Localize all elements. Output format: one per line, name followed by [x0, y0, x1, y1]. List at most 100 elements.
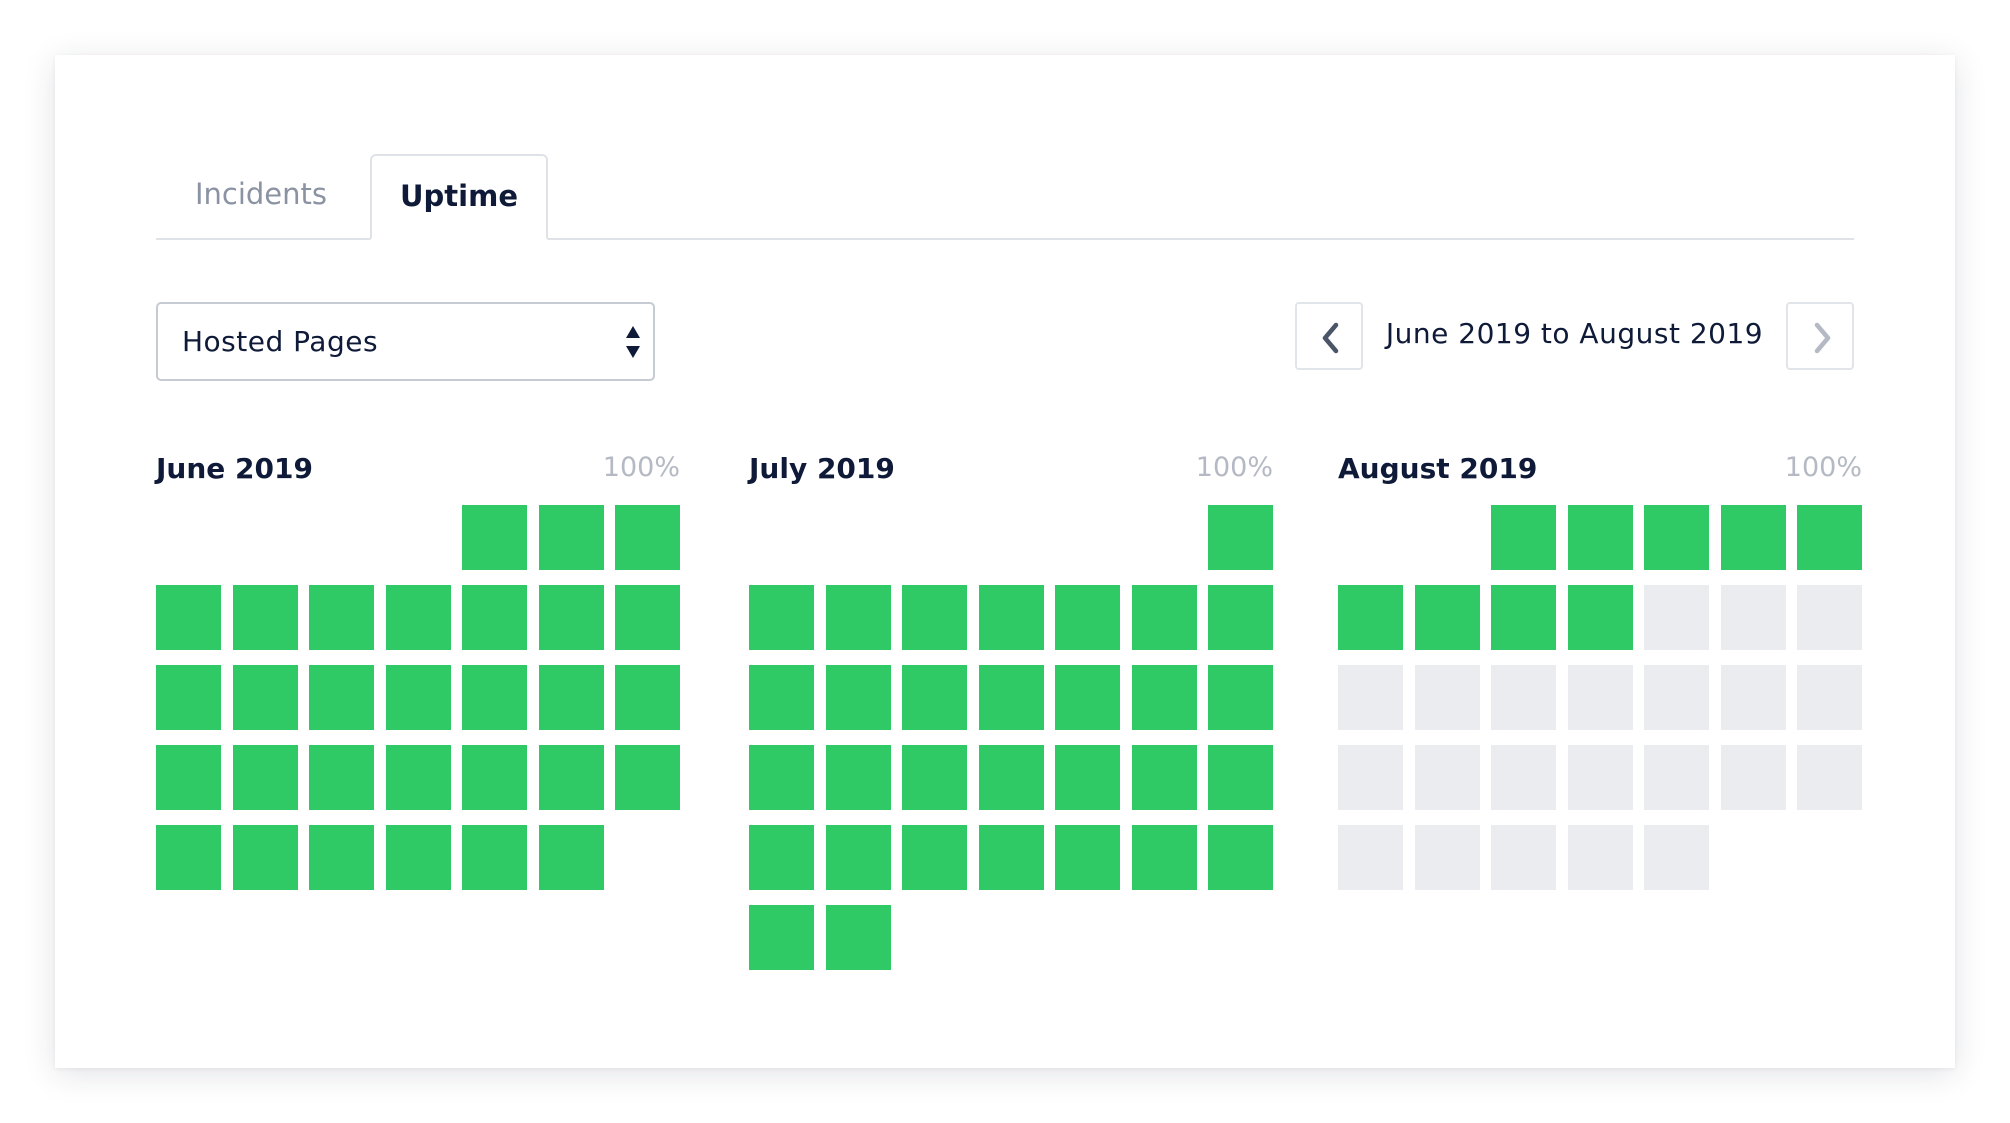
day-cell[interactable]	[462, 825, 527, 890]
month-uptime-percent: 100%	[1784, 452, 1862, 483]
day-cell[interactable]	[1338, 745, 1403, 810]
day-cell[interactable]	[539, 585, 604, 650]
day-cell[interactable]	[1644, 505, 1709, 570]
day-cell[interactable]	[462, 745, 527, 810]
day-cell[interactable]	[233, 665, 298, 730]
day-cell[interactable]	[826, 585, 891, 650]
day-cell[interactable]	[1208, 585, 1273, 650]
day-cell[interactable]	[386, 665, 451, 730]
day-cell[interactable]	[1055, 825, 1120, 890]
day-cell[interactable]	[1721, 585, 1786, 650]
day-cell[interactable]	[1415, 745, 1480, 810]
day-cell[interactable]	[233, 585, 298, 650]
day-cell[interactable]	[826, 825, 891, 890]
day-cell[interactable]	[309, 585, 374, 650]
day-cell[interactable]	[615, 585, 680, 650]
next-range-button[interactable]	[1786, 302, 1854, 370]
day-cell[interactable]	[309, 665, 374, 730]
day-cell[interactable]	[826, 745, 891, 810]
day-cell[interactable]	[979, 745, 1044, 810]
day-cell[interactable]	[309, 825, 374, 890]
day-cell[interactable]	[309, 745, 374, 810]
day-cell[interactable]	[1055, 585, 1120, 650]
day-cell[interactable]	[1055, 745, 1120, 810]
day-cell[interactable]	[1491, 745, 1556, 810]
day-cell[interactable]	[1491, 825, 1556, 890]
day-cell[interactable]	[1132, 745, 1197, 810]
day-cell[interactable]	[1415, 665, 1480, 730]
day-cell[interactable]	[826, 665, 891, 730]
day-cell[interactable]	[1208, 665, 1273, 730]
day-cell[interactable]	[749, 905, 814, 970]
day-cell[interactable]	[1797, 665, 1862, 730]
day-cell[interactable]	[156, 585, 221, 650]
day-cell[interactable]	[902, 825, 967, 890]
month-uptime-percent: 100%	[1195, 452, 1273, 483]
day-cell[interactable]	[462, 665, 527, 730]
previous-range-button[interactable]	[1295, 302, 1363, 370]
day-cell[interactable]	[1338, 665, 1403, 730]
day-cell[interactable]	[156, 745, 221, 810]
day-cell[interactable]	[615, 665, 680, 730]
day-cell[interactable]	[1797, 505, 1862, 570]
day-cell[interactable]	[1415, 585, 1480, 650]
day-cell[interactable]	[156, 665, 221, 730]
day-cell[interactable]	[1415, 825, 1480, 890]
tab-bar: Incidents Uptime	[156, 154, 1854, 240]
day-cell[interactable]	[462, 585, 527, 650]
day-cell[interactable]	[749, 825, 814, 890]
day-cell[interactable]	[1721, 745, 1786, 810]
day-cell[interactable]	[1132, 665, 1197, 730]
day-cell[interactable]	[539, 825, 604, 890]
day-cell[interactable]	[1644, 745, 1709, 810]
day-cell[interactable]	[749, 585, 814, 650]
day-cell[interactable]	[979, 585, 1044, 650]
day-cell[interactable]	[1644, 665, 1709, 730]
day-cell[interactable]	[539, 745, 604, 810]
day-cell[interactable]	[1491, 505, 1556, 570]
day-cell[interactable]	[1208, 505, 1273, 570]
day-cell[interactable]	[386, 825, 451, 890]
day-cell[interactable]	[1644, 585, 1709, 650]
day-cell[interactable]	[1568, 825, 1633, 890]
day-cell[interactable]	[386, 745, 451, 810]
day-cell[interactable]	[1132, 585, 1197, 650]
day-cell[interactable]	[386, 585, 451, 650]
day-cell[interactable]	[539, 665, 604, 730]
day-cell[interactable]	[1208, 825, 1273, 890]
day-cell[interactable]	[615, 505, 680, 570]
day-cell[interactable]	[979, 825, 1044, 890]
day-cell[interactable]	[615, 745, 680, 810]
day-cell[interactable]	[1797, 745, 1862, 810]
day-cell[interactable]	[1797, 585, 1862, 650]
tab-uptime[interactable]: Uptime	[370, 154, 548, 240]
day-cell[interactable]	[902, 745, 967, 810]
day-cell[interactable]	[1338, 825, 1403, 890]
day-cell[interactable]	[1338, 585, 1403, 650]
day-cell[interactable]	[462, 505, 527, 570]
day-cell[interactable]	[1568, 745, 1633, 810]
day-cell[interactable]	[749, 665, 814, 730]
day-cell[interactable]	[233, 745, 298, 810]
day-cell[interactable]	[1721, 665, 1786, 730]
day-cell[interactable]	[1491, 585, 1556, 650]
tab-incidents[interactable]: Incidents	[194, 177, 328, 211]
day-cell[interactable]	[156, 825, 221, 890]
day-cell[interactable]	[902, 585, 967, 650]
day-cell[interactable]	[1491, 665, 1556, 730]
day-cell[interactable]	[539, 505, 604, 570]
day-cell[interactable]	[1721, 505, 1786, 570]
day-cell[interactable]	[1208, 745, 1273, 810]
day-cell[interactable]	[1568, 665, 1633, 730]
day-cell[interactable]	[1644, 825, 1709, 890]
day-cell[interactable]	[233, 825, 298, 890]
day-cell[interactable]	[902, 665, 967, 730]
day-cell[interactable]	[826, 905, 891, 970]
component-select[interactable]: Hosted Pages	[156, 302, 655, 381]
day-cell[interactable]	[1568, 585, 1633, 650]
day-cell[interactable]	[1568, 505, 1633, 570]
day-cell[interactable]	[1132, 825, 1197, 890]
day-cell[interactable]	[749, 745, 814, 810]
day-cell[interactable]	[1055, 665, 1120, 730]
day-cell[interactable]	[979, 665, 1044, 730]
